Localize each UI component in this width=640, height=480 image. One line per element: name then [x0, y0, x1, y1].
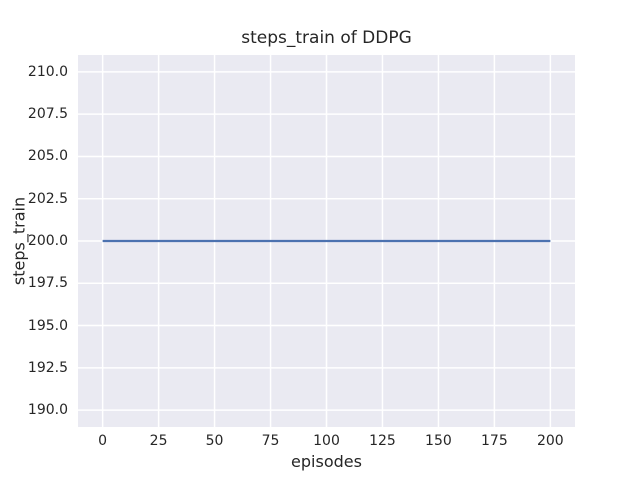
- y-tick-label: 192.5: [27, 359, 68, 376]
- x-tick-label: 75: [261, 433, 280, 449]
- x-tick-label: 25: [149, 433, 168, 449]
- y-tick-label: 207.5: [27, 106, 68, 123]
- x-axis-label: episodes: [291, 452, 362, 471]
- x-tick-label: 200: [536, 433, 564, 449]
- y-tick-label: 205.0: [27, 148, 68, 165]
- chart-title: steps_train of DDPG: [241, 28, 412, 48]
- x-tick-label: 125: [369, 433, 396, 449]
- x-tick-label: 0: [98, 433, 108, 449]
- x-tick-label: 150: [425, 433, 452, 449]
- plot-area: [78, 55, 575, 427]
- x-tick-label: 175: [481, 433, 508, 449]
- plot-canvas: [78, 55, 575, 427]
- y-tick-label: 202.5: [27, 190, 68, 207]
- x-tick-label: 100: [313, 433, 340, 449]
- y-tick-label: 195.0: [27, 317, 68, 334]
- y-tick-label: 210.0: [27, 63, 68, 80]
- y-tick-label: 197.5: [27, 275, 68, 292]
- y-tick-label: 190.0: [27, 402, 68, 419]
- x-tick-label: 50: [205, 433, 224, 449]
- y-tick-label: 200.0: [27, 233, 68, 249]
